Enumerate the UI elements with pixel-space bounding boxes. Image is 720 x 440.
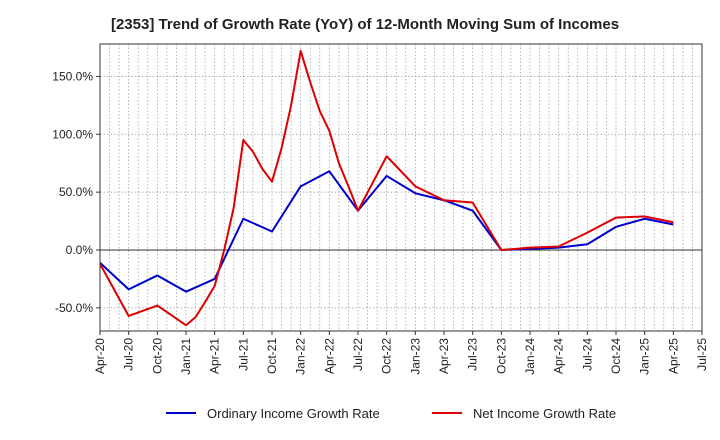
y-axis-ticks: -50.0% 0.0% 50.0% 100.0% 150.0% [52, 69, 100, 315]
chart-title: [2353] Trend of Growth Rate (YoY) of 12-… [111, 16, 619, 33]
x-tick-label: Apr-22 [322, 338, 336, 374]
plot-frame [99, 43, 703, 332]
x-tick-label: Apr-25 [666, 338, 680, 374]
x-tick-label: Oct-22 [380, 338, 394, 374]
y-tick-label: 50.0% [59, 185, 93, 199]
y-tick-label: 0.0% [66, 243, 94, 257]
series-line-2 [99, 49, 674, 327]
x-tick-label: Oct-23 [494, 338, 508, 374]
grid-lines [99, 44, 703, 331]
x-tick-label: Oct-21 [265, 338, 279, 374]
x-tick-label: Apr-21 [208, 338, 222, 374]
x-axis-ticks: Apr-20 Jul-20 Oct-20 Jan-21 Apr-21 Jul-21 Oct-… [93, 331, 709, 375]
x-tick-label: Oct-20 [150, 338, 164, 374]
x-tick-label: Apr-24 [552, 338, 566, 374]
x-tick-label: Jan-21 [179, 338, 193, 375]
x-tick-label: Oct-24 [609, 338, 623, 374]
legend-label-1: Ordinary Income Growth Rate [207, 406, 380, 421]
x-tick-label: Apr-23 [437, 338, 451, 374]
x-tick-label: Jul-23 [466, 338, 480, 371]
y-tick-label: -50.0% [55, 301, 93, 315]
x-tick-label: Jul-20 [122, 338, 136, 371]
legend-label-2: Net Income Growth Rate [473, 406, 616, 421]
y-tick-label: 100.0% [52, 127, 93, 141]
x-tick-label: Jul-22 [351, 338, 365, 371]
x-tick-label: Jan-23 [408, 338, 422, 375]
x-tick-label: Jan-25 [638, 338, 652, 375]
x-tick-label: Apr-20 [93, 338, 107, 374]
legend: Ordinary Income Growth Rate Net Income Gr… [166, 406, 616, 421]
x-tick-label: Jul-21 [236, 338, 250, 371]
series-line-1 [99, 170, 674, 293]
x-tick-label: Jul-25 [695, 338, 709, 371]
x-tick-label: Jan-22 [294, 338, 308, 375]
series-lines [99, 49, 674, 327]
x-tick-label: Jan-24 [523, 338, 537, 375]
y-tick-label: 150.0% [52, 69, 93, 83]
x-tick-label: Jul-24 [580, 338, 594, 371]
